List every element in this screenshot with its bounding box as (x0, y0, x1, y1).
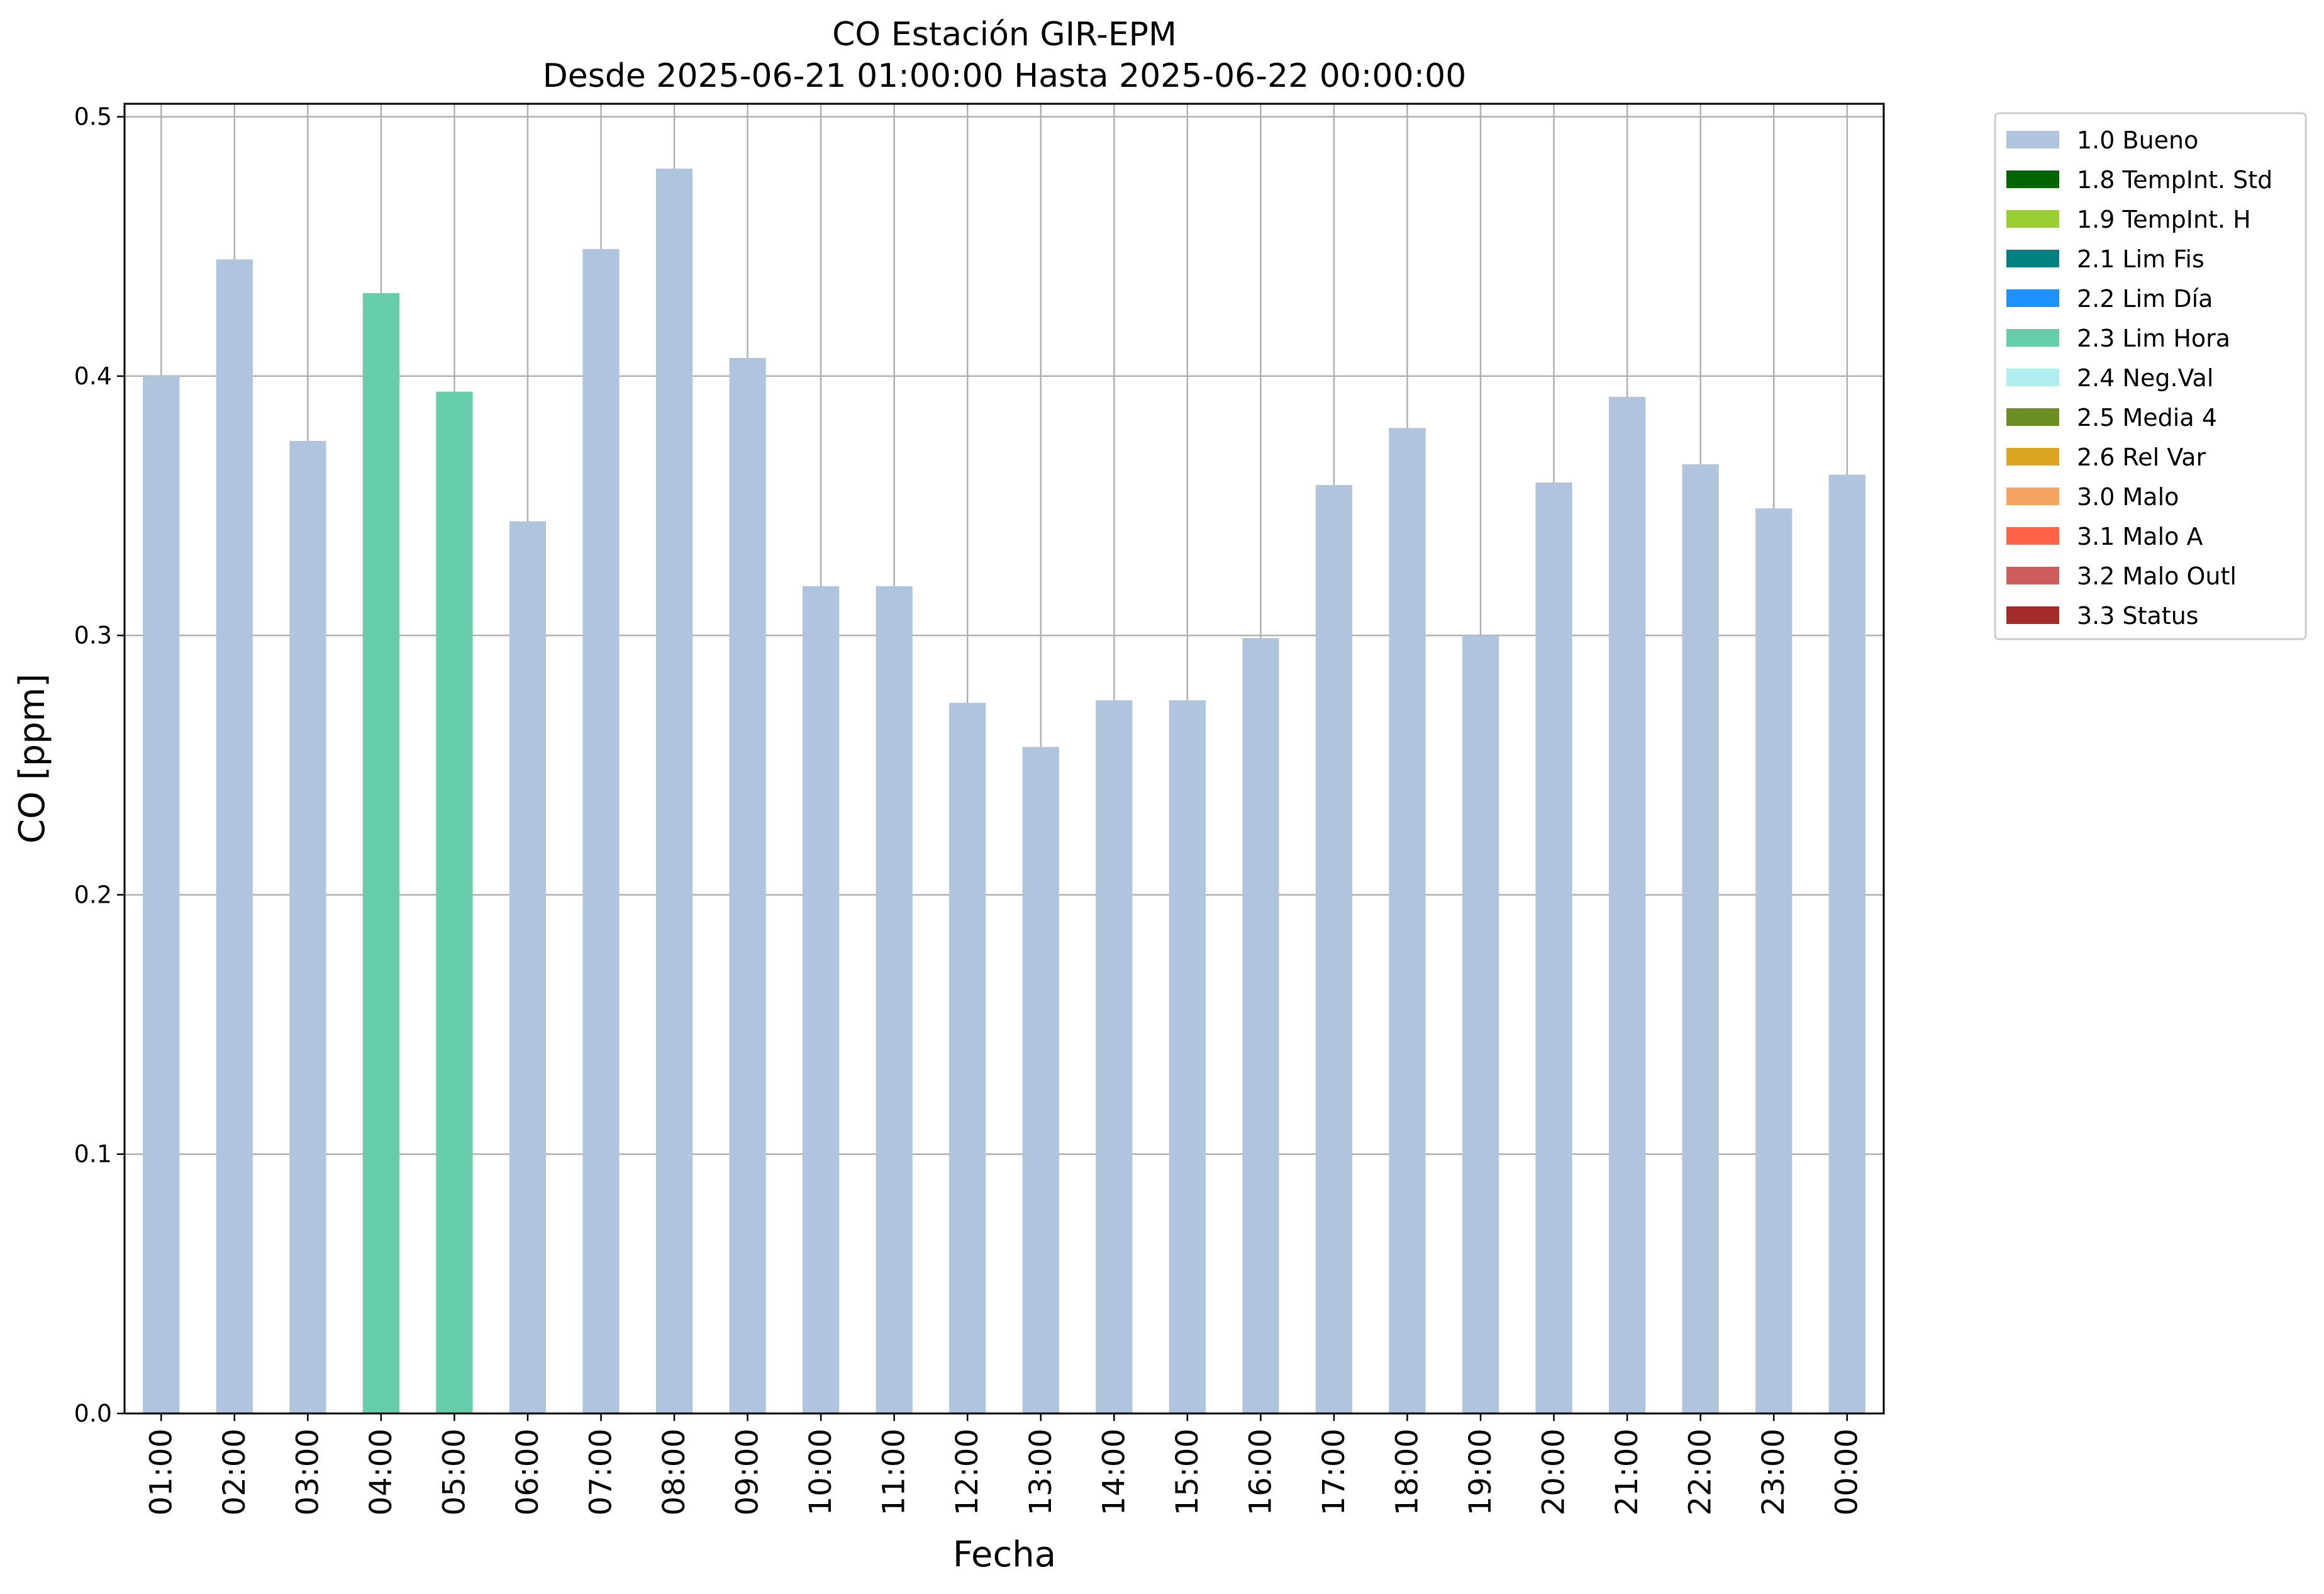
x-tick-label: 18:00 (1389, 1429, 1425, 1515)
legend-swatch (2006, 448, 2059, 465)
bar-23:00 (1755, 508, 1793, 1413)
bar-02:00 (216, 259, 253, 1413)
bar-10:00 (803, 586, 840, 1413)
bar-15:00 (1169, 700, 1206, 1413)
x-tick-label: 04:00 (364, 1429, 399, 1515)
plot-frame (123, 103, 1885, 1415)
bar-17:00 (1315, 485, 1353, 1413)
legend-swatch (2006, 606, 2059, 624)
legend-swatch (2006, 170, 2059, 188)
y-tick-label: 0.2 (74, 881, 112, 908)
x-tick-label: 10:00 (803, 1429, 838, 1515)
legend-label: 2.5 Media 4 (2077, 404, 2217, 432)
bar-11:00 (876, 586, 913, 1413)
legend-label: 2.4 Neg.Val (2077, 364, 2213, 392)
bar-20:00 (1535, 482, 1572, 1413)
bar-16:00 (1242, 638, 1279, 1414)
x-tick-label: 15:00 (1170, 1429, 1205, 1515)
x-tick-label: 13:00 (1023, 1429, 1059, 1515)
x-axis-ticks: 01:00 02:00 03:00 04:00 05:00 06:00 07:00 08:00… (143, 1413, 1865, 1515)
bar-05:00 (436, 391, 473, 1414)
x-tick-label: 16:00 (1243, 1429, 1278, 1515)
legend-label: 3.3 Status (2077, 602, 2199, 630)
bar-22:00 (1682, 464, 1719, 1413)
legend-label: 2.6 Rel Var (2077, 443, 2206, 471)
x-tick-label: 19:00 (1463, 1429, 1498, 1515)
x-tick-label: 09:00 (730, 1429, 765, 1515)
x-tick-label: 22:00 (1683, 1429, 1718, 1515)
legend-swatch (2006, 250, 2059, 267)
legend-label: 2.1 Lim Fis (2077, 245, 2204, 273)
chart-subtitle: Desde 2025-06-21 01:00:00 Hasta 2025-06-… (543, 57, 1467, 95)
legend-label: 3.1 Malo A (2077, 523, 2203, 550)
y-tick-label: 0.0 (74, 1400, 112, 1427)
x-tick-label: 14:00 (1096, 1429, 1131, 1515)
x-tick-label: 06:00 (510, 1429, 545, 1515)
y-axis-ticks: 0.0 0.1 0.2 0.3 0.4 0.5 (74, 103, 125, 1427)
x-tick-label: 12:00 (950, 1429, 985, 1515)
bar-19:00 (1462, 635, 1499, 1413)
x-tick-label: 11:00 (877, 1429, 912, 1515)
legend-swatch (2006, 408, 2059, 426)
x-tick-label: 05:00 (436, 1429, 472, 1515)
x-axis-label: Fecha (953, 1534, 1056, 1575)
legend-swatch (2006, 210, 2059, 228)
bar-18:00 (1389, 428, 1426, 1413)
x-tick-label: 00:00 (1830, 1429, 1865, 1515)
x-tick-label: 20:00 (1537, 1429, 1572, 1515)
bar-07:00 (582, 248, 620, 1413)
x-tick-label: 02:00 (217, 1429, 252, 1515)
bar-21:00 (1608, 396, 1646, 1413)
x-tick-label: 01:00 (143, 1429, 179, 1515)
x-tick-label: 23:00 (1756, 1429, 1791, 1515)
legend-label: 1.0 Bueno (2077, 126, 2198, 154)
bar-12:00 (949, 703, 986, 1413)
bar-14:00 (1096, 700, 1133, 1413)
legend-frame (1994, 112, 2307, 640)
bar-06:00 (509, 521, 547, 1413)
legend: 1.0 Bueno 1.8 TempInt. Std 1.9 TempInt. H 2… (1994, 112, 2307, 640)
y-tick-label: 0.4 (74, 362, 112, 390)
legend-swatch (2006, 289, 2059, 307)
legend-swatch (2006, 131, 2059, 148)
legend-label: 1.8 TempInt. Std (2077, 166, 2272, 194)
legend-label: 2.3 Lim Hora (2077, 325, 2230, 352)
legend-label: 3.0 Malo (2077, 483, 2179, 511)
bar-13:00 (1022, 747, 1059, 1413)
legend-label: 1.9 TempInt. H (2077, 206, 2251, 233)
legend-swatch (2006, 329, 2059, 347)
bar-09:00 (729, 358, 766, 1413)
x-tick-label: 07:00 (584, 1429, 619, 1515)
chart-title: CO Estación GIR-EPM (832, 16, 1177, 53)
x-tick-label: 08:00 (657, 1429, 692, 1515)
y-tick-label: 0.3 (74, 621, 112, 649)
x-tick-label: 21:00 (1610, 1429, 1645, 1515)
bar-03:00 (289, 440, 326, 1413)
bar-01:00 (143, 376, 180, 1413)
y-tick-label: 0.1 (74, 1140, 112, 1168)
legend-label: 3.2 Malo Outl (2077, 562, 2237, 590)
legend-swatch (2006, 527, 2059, 545)
bars (143, 169, 1865, 1414)
legend-swatch (2006, 488, 2059, 505)
x-tick-label: 03:00 (290, 1429, 325, 1515)
y-tick-label: 0.5 (74, 103, 112, 131)
bar-00:00 (1828, 474, 1865, 1414)
legend-swatch (2006, 567, 2059, 584)
x-tick-label: 17:00 (1316, 1429, 1352, 1515)
y-axis-label: CO [ppm] (12, 674, 53, 844)
bar-08:00 (655, 169, 693, 1413)
bar-04:00 (362, 293, 400, 1413)
legend-label: 2.2 Lim Día (2077, 285, 2213, 313)
legend-swatch (2006, 369, 2059, 386)
